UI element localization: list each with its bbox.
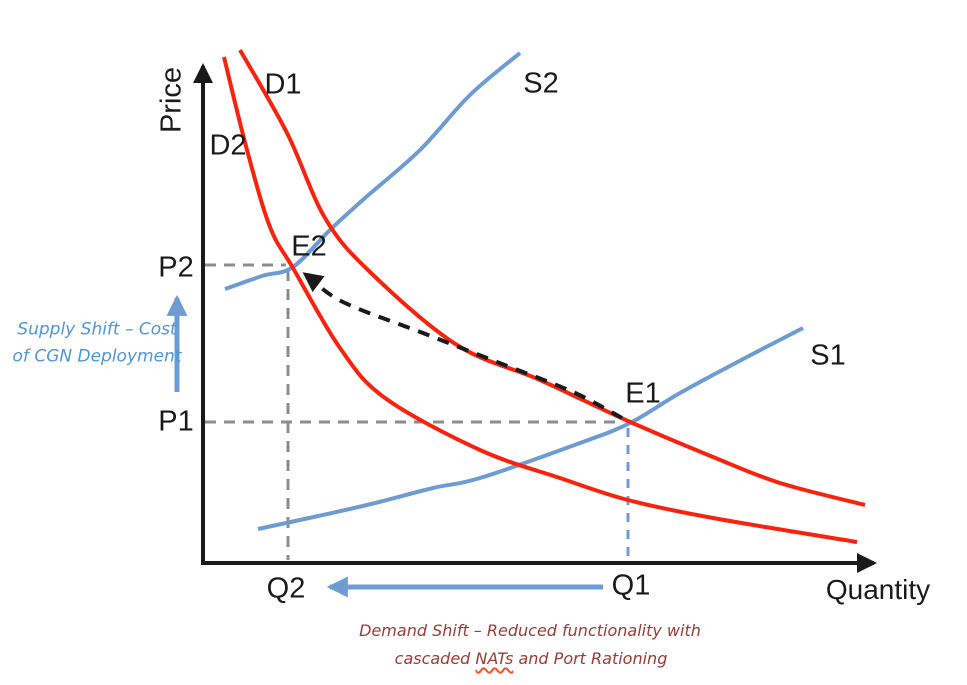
supply-curve-s2-label: S2 [523,67,559,100]
supply-shift-note-line2: of CGN Deployment [12,346,182,367]
demand-shift-note-line2: cascaded NATs and Port Rationing [395,651,668,667]
demand-shift-note-nats-word: NATs [475,649,514,668]
price-axis-label: Price [155,66,188,134]
supply-curve-s1 [257,326,804,531]
demand-shift-note-line2-post: and Port Rationing [513,649,668,668]
supply-curve-s1-label: S1 [810,339,846,372]
price-p2-label: P2 [158,251,194,284]
demand-shift-note-line1: Demand Shift – Reduced functionality wit… [359,621,701,640]
equilibrium-e2-label: E2 [291,230,327,263]
quantity-q1-label: Q1 [611,569,651,602]
price-p1-label: P1 [158,405,194,438]
quantity-axis-label: Quantity [825,574,931,605]
demand-curve-d2 [222,56,858,544]
equilibrium-shift-arrow-dashed [302,272,623,420]
demand-curve-d2-label: D2 [209,129,247,162]
supply-curve-s2 [224,51,522,291]
demand-curve-d1-label: D1 [264,68,302,101]
demand-curve-d1 [238,49,866,507]
supply-shift-note-line1: Supply Shift – Cost [17,319,177,340]
demand-shift-note-line2-pre: cascaded [394,649,476,668]
equilibrium-e1-label: E1 [625,377,661,410]
quantity-q2-label: Q2 [266,572,306,605]
